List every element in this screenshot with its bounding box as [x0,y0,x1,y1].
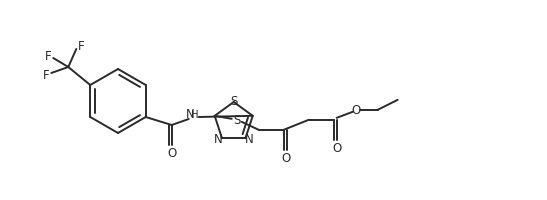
Text: O: O [167,147,176,160]
Text: N: N [187,108,195,121]
Text: O: O [351,104,360,117]
Text: O: O [281,152,290,164]
Text: F: F [45,49,51,62]
Text: S: S [233,114,240,127]
Text: N: N [213,132,222,145]
Text: N: N [245,132,254,145]
Text: F: F [78,39,85,52]
Text: O: O [332,142,341,155]
Text: F: F [43,69,50,82]
Text: H: H [191,109,199,119]
Text: S: S [230,95,237,108]
